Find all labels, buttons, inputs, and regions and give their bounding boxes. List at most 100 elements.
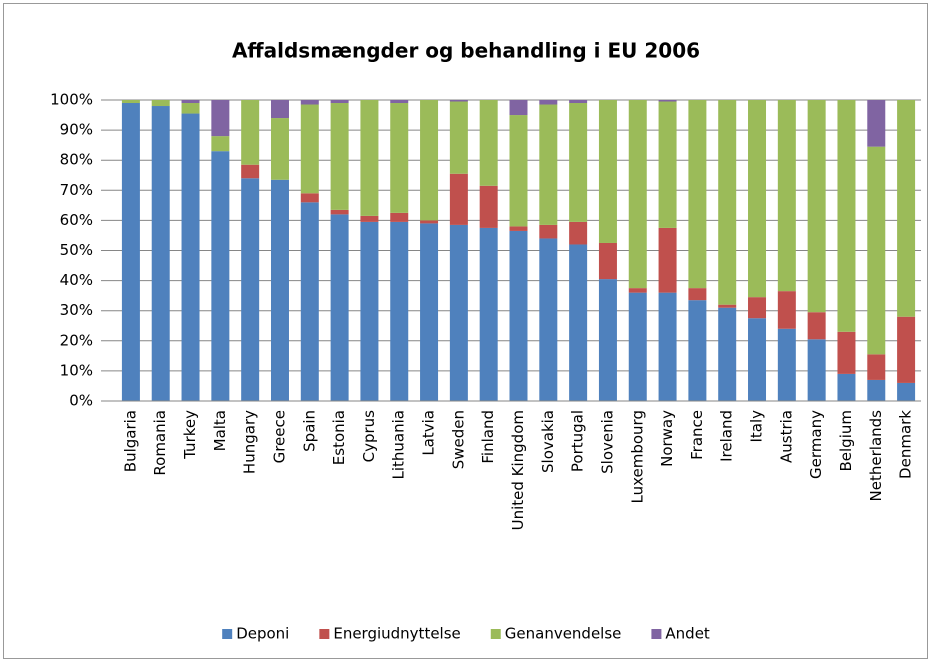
bar-segment [420, 100, 439, 221]
bar-segment [837, 331, 856, 374]
bar-segment [241, 178, 260, 401]
x-tick-label: Bulgaria [121, 410, 139, 472]
bar-segment [569, 100, 588, 104]
bar-segment [688, 288, 707, 301]
bar-segment [897, 382, 916, 401]
bar-segment [211, 136, 230, 152]
y-tick-label: 20% [60, 331, 93, 349]
y-tick-label: 50% [60, 241, 93, 259]
bar-segment [449, 173, 468, 225]
legend-label: Andet [665, 625, 710, 643]
bar-segment [539, 224, 558, 239]
legend-label: Deponi [236, 625, 289, 643]
bar-segment [181, 113, 200, 402]
bar-segment [867, 146, 886, 355]
bar-segment [330, 214, 349, 401]
bar-segment [360, 100, 379, 216]
x-tick-label: Spain [300, 410, 318, 452]
bar-segment [777, 100, 796, 292]
legend-label: Genanvendelse [505, 625, 622, 643]
bar-segment [748, 318, 767, 401]
bar-segment [569, 221, 588, 245]
x-tick-label: Portugal [569, 410, 587, 472]
bar-segment [241, 164, 260, 179]
bar-segment [360, 221, 379, 401]
bar-segment [479, 185, 498, 228]
x-tick-label: Germany [807, 410, 825, 479]
bar-segment [509, 100, 528, 116]
x-tick-label: Romania [151, 410, 169, 476]
x-tick-label: Ireland [718, 410, 736, 462]
bar-segment [807, 339, 826, 401]
y-tick-label: 100% [50, 91, 93, 109]
bar-segment [718, 307, 737, 401]
bar-segment [897, 100, 916, 317]
bar-segment [897, 316, 916, 383]
legend-label: Energiudnyttelse [333, 625, 460, 643]
x-tick-label: Finland [479, 410, 497, 464]
bar-segment [628, 100, 647, 289]
y-tick-label: 40% [60, 271, 93, 289]
bar-segment [121, 100, 140, 104]
bar-segment [658, 227, 677, 293]
bar-segment [449, 100, 468, 102]
x-tick-label: France [688, 410, 706, 460]
bar-segment [867, 354, 886, 380]
bar-segment [270, 100, 289, 119]
bar-segment [658, 100, 677, 102]
bar-segment [181, 103, 200, 114]
bar-segment [300, 100, 319, 105]
bar-segment [390, 103, 409, 213]
bar-segment [449, 101, 468, 174]
bar-segment [598, 242, 617, 280]
bar-segment [598, 279, 617, 401]
bar-segment [479, 100, 498, 186]
bar-segment [390, 212, 409, 222]
bar-segment [539, 104, 558, 225]
x-tick-label: Estonia [330, 410, 348, 465]
bar-segment [181, 100, 200, 104]
bar-segment [420, 223, 439, 401]
bar-segment [420, 220, 439, 224]
legend-swatch [490, 629, 501, 639]
bar-segment [330, 209, 349, 215]
x-tick-label: Cyprus [360, 410, 378, 463]
bar-segment [837, 373, 856, 401]
bar-segment [270, 118, 289, 180]
bar-segment [151, 100, 170, 107]
bar-segment [330, 103, 349, 210]
bar-segment [748, 100, 767, 298]
legend-swatch [651, 629, 662, 639]
x-tick-label: Turkey [181, 410, 199, 460]
x-tick-label: Greece [270, 410, 288, 463]
y-tick-label: 90% [60, 121, 93, 139]
y-tick-label: 10% [60, 361, 93, 379]
chart-title: Affaldsmængder og behandling i EU 2006 [232, 39, 700, 63]
bar-segment [807, 312, 826, 340]
bar-segment [270, 179, 289, 401]
x-tick-label: Sweden [449, 410, 467, 469]
bar-segment [241, 100, 260, 165]
bar-segment [867, 379, 886, 401]
bar-segment [330, 100, 349, 104]
x-tick-label: Luxembourg [628, 410, 646, 504]
bar-segment [837, 100, 856, 332]
x-tick-label: Austria [777, 410, 795, 463]
legend-swatch [319, 629, 330, 639]
bar-segment [569, 103, 588, 222]
bar-segment [449, 224, 468, 401]
y-tick-label: 60% [60, 211, 93, 229]
bar-segment [211, 100, 230, 137]
bar-segment [658, 101, 677, 228]
x-tick-label: Denmark [897, 410, 915, 479]
x-tick-label: Slovenia [598, 410, 616, 474]
x-tick-label: Malta [211, 410, 229, 451]
bar-segment [539, 238, 558, 401]
x-tick-label: Latvia [420, 410, 438, 456]
bar-segment [121, 103, 140, 401]
bar-segment [718, 100, 737, 305]
x-tick-label: Netherlands [867, 410, 885, 502]
bar-segment [509, 226, 528, 231]
bar-segment [658, 292, 677, 401]
